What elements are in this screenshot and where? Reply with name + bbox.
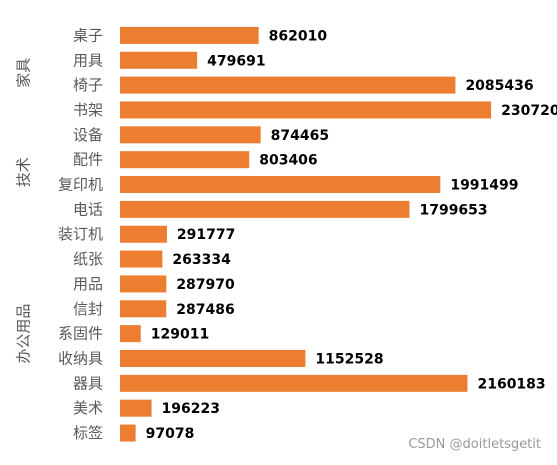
category-label: 配件 (73, 151, 103, 169)
group-label: 家具 (15, 58, 33, 88)
category-label: 纸张 (73, 250, 103, 268)
bar (120, 101, 492, 119)
bar (120, 250, 163, 268)
value-label: 479691 (207, 53, 265, 69)
category-label: 用品 (73, 275, 103, 293)
value-label: 287486 (176, 302, 234, 318)
bar (120, 275, 167, 293)
category-label: 收纳具 (58, 349, 103, 367)
group-label: 办公用品 (15, 304, 33, 364)
category-label: 电话 (73, 200, 103, 218)
bar (120, 26, 259, 44)
bar (120, 349, 306, 367)
bar (120, 374, 468, 392)
value-label: 2160183 (477, 376, 545, 392)
value-label: 862010 (269, 28, 328, 44)
bar (120, 225, 167, 243)
bar (120, 325, 141, 343)
category-label: 系固件 (58, 325, 103, 343)
value-label: 97078 (146, 426, 195, 442)
category-label: 复印机 (58, 176, 103, 194)
bar (120, 51, 198, 69)
category-label: 椅子 (73, 76, 103, 94)
category-label: 信封 (73, 300, 103, 318)
bar (120, 399, 152, 417)
value-label: 1152528 (315, 351, 383, 367)
category-label: 桌子 (73, 26, 103, 44)
category-label: 美术 (73, 399, 103, 417)
category-label: 器具 (73, 374, 103, 392)
value-label: 291777 (177, 227, 235, 243)
value-label: 263334 (172, 252, 231, 268)
bar (120, 126, 261, 144)
value-label: 1799653 (419, 202, 487, 218)
watermark: CSDN @doitletsgetit (408, 437, 541, 452)
value-label: 2085436 (465, 78, 533, 94)
category-label: 装订机 (58, 225, 103, 243)
value-label: 2307203 (501, 103, 558, 119)
value-label: 196223 (162, 401, 220, 417)
value-label: 1991499 (450, 178, 518, 194)
bar (120, 200, 410, 218)
group-label: 技术 (15, 157, 33, 187)
bar (120, 424, 136, 442)
category-label: 用具 (73, 51, 103, 69)
bars (120, 26, 492, 442)
bar (120, 176, 441, 194)
category-label: 标签 (73, 424, 103, 442)
value-label: 129011 (151, 327, 209, 343)
value-label: 803406 (259, 153, 317, 169)
bar (120, 151, 250, 169)
value-label: 874465 (271, 128, 329, 144)
bar (120, 300, 167, 318)
value-label: 287970 (176, 277, 235, 293)
category-label: 书架 (73, 101, 103, 119)
category-label: 设备 (73, 126, 103, 144)
bar (120, 76, 456, 94)
